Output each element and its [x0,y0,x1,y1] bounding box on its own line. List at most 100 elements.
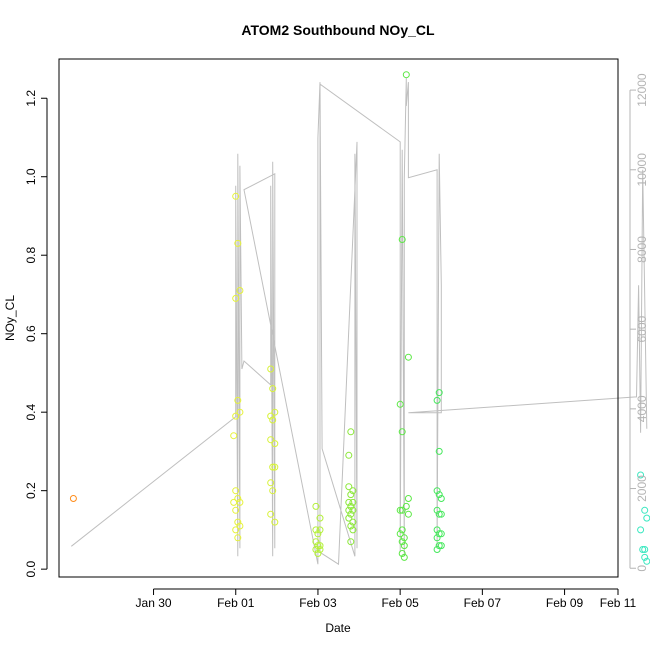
data-point-96 [641,546,649,553]
data-point-24 [271,440,279,448]
data-point-73 [398,550,406,557]
data-point-85 [435,530,443,538]
data-point-17 [234,534,242,542]
data-point-71 [398,538,406,546]
data-point-38 [316,542,324,550]
data-point-64 [402,502,410,510]
data-point-50 [345,506,353,514]
data-point-51 [349,506,357,514]
x-tick-label-0: Jan 30 [136,596,172,610]
data-point-70 [400,534,408,542]
data-point-22 [269,416,277,424]
data-point-47 [345,498,353,506]
right-tick-label-1: 2000 [635,475,649,502]
data-point-93 [643,514,650,522]
data-point-2 [234,239,242,247]
data-point-14 [234,518,242,526]
data-point-21 [271,408,279,416]
data-point-92 [641,506,649,514]
x-tick-label-3: Feb 05 [381,596,419,610]
data-point-39 [312,546,320,553]
x-tick-label-6: Feb 11 [600,596,637,610]
data-point-58 [402,71,410,79]
data-point-49 [347,502,355,510]
data-point-9 [232,487,240,495]
data-point-56 [349,526,357,534]
x-axis-label: Date [325,621,351,635]
data-point-52 [347,510,355,518]
x-tick-label-2: Feb 03 [299,596,337,610]
data-point-19 [269,385,277,393]
data-point-33 [312,526,320,534]
data-point-86 [437,530,445,538]
data-point-11 [230,498,238,506]
data-point-10 [234,495,242,502]
data-point-6 [232,412,240,420]
data-point-95 [639,546,647,553]
data-point-54 [349,518,357,526]
data-point-4 [232,294,240,302]
data-point-75 [435,389,443,397]
data-point-88 [435,542,443,550]
data-point-43 [345,451,353,459]
data-point-16 [232,526,240,534]
data-point-90 [433,546,441,553]
data-point-15 [236,522,244,530]
data-point-31 [312,502,320,510]
left-y-axis: 0.0 0.2 0.4 0.6 0.8 1.0 1.2 [24,90,48,577]
data-point-82 [435,510,443,518]
data-point-84 [433,526,441,534]
data-point-29 [267,510,275,518]
data-point-63 [404,495,412,502]
left-tick-label-4: 0.8 [24,247,38,264]
data-point-48 [349,498,357,506]
x-tick-label-1: Feb 01 [217,596,255,610]
data-point-74 [400,553,408,561]
data-point-30 [271,518,279,526]
left-tick-label-1: 0.2 [24,482,38,499]
x-axis: Jan 30 Feb 01 Feb 03 Feb 05 Feb 07 Feb 09 Feb … [136,588,637,610]
data-point-5 [234,396,242,404]
data-point-59 [398,236,406,243]
data-point-77 [435,447,443,455]
data-point-89 [437,542,445,550]
data-point-27 [267,479,275,487]
data-point-94 [637,526,645,534]
data-point-35 [316,526,324,534]
data-point-41 [316,546,324,553]
data-point-44 [345,483,353,491]
data-point-36 [312,538,320,546]
data-point-80 [437,495,445,502]
left-tick-label-5: 1.0 [24,168,38,185]
data-point-67 [404,510,412,518]
plot-frame [58,58,619,578]
data-point-53 [345,514,353,522]
data-point-61 [396,400,404,408]
data-point-45 [349,487,357,495]
x-tick-label-5: Feb 09 [546,596,584,610]
right-tick-label-6: 12000 [635,73,649,107]
data-point-83 [437,510,445,518]
data-points [69,71,650,565]
data-point-12 [236,498,244,506]
data-point-55 [347,522,355,530]
data-point-34 [314,530,322,538]
data-point-65 [396,506,404,514]
data-point-37 [314,542,322,550]
right-tick-label-4: 8000 [635,236,649,263]
data-point-87 [433,534,441,542]
data-point-78 [433,487,441,495]
data-point-1 [232,192,240,200]
left-tick-label-6: 1.2 [24,90,38,107]
y-axis-label: NOy_CL [3,295,17,341]
data-point-97 [641,553,649,561]
data-point-25 [269,463,277,471]
data-point-66 [398,506,406,514]
chart-title: ATOM2 Southbound NOy_CL [241,22,435,38]
data-point-18 [267,365,275,373]
left-tick-label-0: 0.0 [24,560,38,577]
data-point-26 [271,463,279,471]
data-point-72 [400,542,408,550]
data-point-69 [396,530,404,538]
